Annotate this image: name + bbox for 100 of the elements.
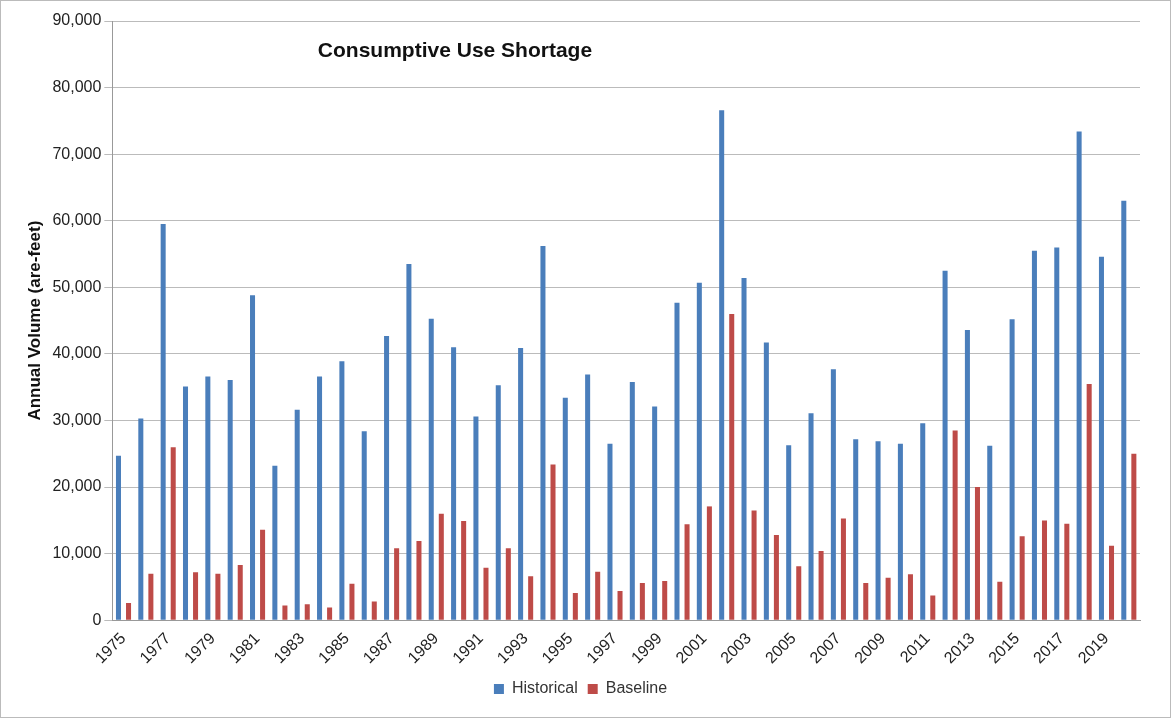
y-tick-label: 50,000 <box>52 277 102 295</box>
y-tick-label: 80,000 <box>52 77 102 95</box>
bar <box>227 379 233 620</box>
bar <box>684 524 690 620</box>
bar <box>617 590 623 620</box>
bar <box>907 574 913 620</box>
bar <box>1109 545 1115 620</box>
bar <box>773 535 779 620</box>
bar <box>327 607 333 620</box>
bar <box>1098 256 1104 620</box>
bar <box>629 381 635 620</box>
bar <box>974 487 980 620</box>
bar <box>148 573 154 620</box>
bar <box>473 416 479 620</box>
bar <box>942 270 948 620</box>
bar <box>416 541 422 620</box>
bar <box>518 347 524 620</box>
bar <box>585 374 591 620</box>
bar <box>1019 536 1025 620</box>
bar <box>1064 523 1070 620</box>
bar <box>796 566 802 620</box>
bar <box>808 413 814 620</box>
bar <box>853 439 859 620</box>
bar <box>182 386 189 620</box>
bar <box>237 564 243 620</box>
bar <box>607 443 613 620</box>
bar <box>371 601 377 620</box>
bar <box>215 573 221 620</box>
bar <box>406 264 412 620</box>
bar <box>461 521 467 620</box>
bar <box>674 302 680 620</box>
bar <box>1131 453 1137 620</box>
bar <box>495 385 501 620</box>
legend-label: Historical <box>511 679 578 697</box>
bar <box>840 518 846 620</box>
bar <box>818 551 824 620</box>
bar <box>1076 131 1082 620</box>
y-tick-label: 10,000 <box>52 544 102 562</box>
bar <box>863 582 869 620</box>
bar <box>875 441 881 620</box>
y-tick-label: 70,000 <box>52 144 102 162</box>
bar <box>696 282 702 620</box>
bar <box>572 592 578 620</box>
bar <box>1041 520 1048 620</box>
bar <box>483 567 489 620</box>
bar <box>639 582 645 620</box>
bar <box>272 465 278 620</box>
bar <box>205 376 211 620</box>
bar <box>763 342 769 620</box>
y-tick-label: 60,000 <box>52 211 102 229</box>
bar <box>250 295 256 620</box>
bar <box>115 455 121 620</box>
y-axis-title: Annual Volume (are-feet) <box>24 220 44 421</box>
bar <box>997 581 1003 620</box>
bar <box>751 510 757 620</box>
bar <box>987 445 993 620</box>
bar <box>830 369 836 620</box>
bar <box>451 347 457 620</box>
bar <box>1031 250 1037 620</box>
y-tick-label: 30,000 <box>52 410 102 428</box>
bar <box>550 464 556 620</box>
bar <box>304 604 310 620</box>
bar <box>282 605 288 620</box>
bar <box>260 529 266 620</box>
bar <box>729 313 735 620</box>
bar <box>505 548 511 620</box>
bar <box>1054 247 1060 620</box>
bar <box>1121 200 1127 620</box>
bar <box>662 580 668 620</box>
bar <box>595 571 601 620</box>
bar <box>719 110 725 620</box>
y-tick-label: 0 <box>92 610 102 628</box>
bar <box>361 431 367 620</box>
bar <box>652 406 658 620</box>
bar <box>952 430 958 620</box>
bar <box>138 418 144 620</box>
bar <box>885 577 891 620</box>
bar <box>317 376 323 620</box>
bar <box>170 447 176 620</box>
bar <box>394 548 400 620</box>
bar <box>339 361 345 620</box>
bar <box>964 329 970 620</box>
text: Consumptive Use Shortage <box>317 37 593 61</box>
bar <box>428 318 434 620</box>
bar <box>920 423 926 620</box>
legend-label: Baseline <box>605 679 668 697</box>
bar <box>193 572 199 620</box>
bar <box>741 278 747 620</box>
bar <box>126 602 132 620</box>
bar <box>438 513 444 620</box>
bar <box>160 224 166 620</box>
bar <box>1086 383 1092 620</box>
y-tick-label: 90,000 <box>52 11 102 29</box>
bar <box>528 576 534 620</box>
bar <box>706 506 712 620</box>
bar <box>349 583 355 620</box>
bar <box>540 246 546 620</box>
bar <box>1009 319 1015 620</box>
bar <box>294 409 300 620</box>
bar <box>897 443 903 620</box>
